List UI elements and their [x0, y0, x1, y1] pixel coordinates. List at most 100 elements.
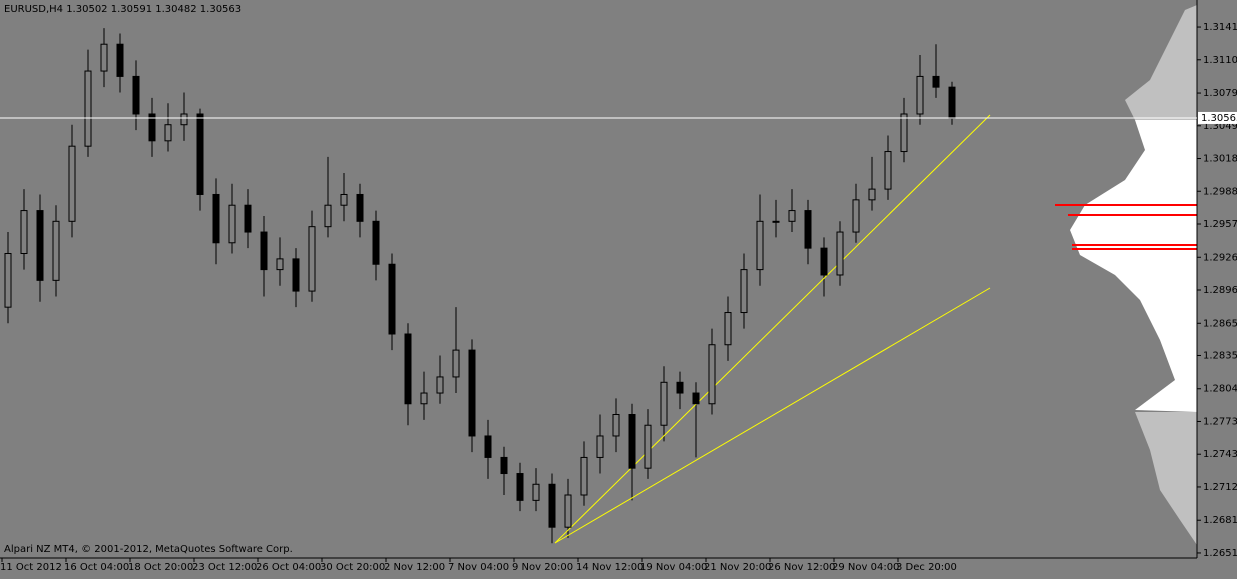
candle-body — [468, 349, 476, 437]
candle-body — [372, 220, 380, 265]
candle-body — [548, 483, 556, 528]
x-tick-label: 26 Oct 04:00 — [256, 562, 321, 573]
candle-body — [436, 376, 444, 394]
x-tick-label: 14 Nov 12:00 — [576, 562, 643, 573]
candle-body — [452, 349, 460, 378]
x-tick-label: 3 Dec 20:00 — [896, 562, 957, 573]
candle-body — [148, 113, 156, 142]
x-tick-label: 7 Nov 04:00 — [448, 562, 509, 573]
candle-body — [260, 231, 268, 271]
candle-body — [868, 188, 876, 201]
profile-upper — [1125, 5, 1197, 120]
candle-body — [84, 70, 92, 147]
candle-body — [36, 210, 44, 281]
candle-body — [180, 113, 188, 126]
candle-body — [644, 424, 652, 469]
candle-body — [68, 145, 76, 222]
candle-body — [756, 220, 764, 271]
trend-line — [554, 114, 991, 544]
candle-body — [212, 193, 220, 244]
candle-body — [804, 210, 812, 249]
candle-body — [388, 263, 396, 335]
candle-body — [564, 494, 572, 528]
candle-body — [52, 220, 60, 281]
chart-title: EURUSD,H4 1.30502 1.30591 1.30482 1.3056… — [4, 4, 241, 15]
candle-body — [164, 124, 172, 142]
y-tick-label: 1.30795 — [1203, 88, 1237, 99]
y-tick-label: 1.26510 — [1203, 548, 1237, 559]
y-tick-label: 1.31410 — [1203, 22, 1237, 33]
y-tick-label: 1.26815 — [1203, 515, 1237, 526]
candle-body — [420, 392, 428, 405]
x-tick-label: 23 Oct 12:00 — [192, 562, 257, 573]
candle-body — [932, 75, 940, 88]
candle-body — [692, 392, 700, 405]
y-tick-label: 1.30490 — [1203, 121, 1237, 132]
x-tick-label: 29 Nov 04:00 — [832, 562, 899, 573]
y-tick-label: 1.27430 — [1203, 449, 1237, 460]
candle-body — [340, 193, 348, 206]
candle-body — [404, 333, 412, 405]
candle-body — [500, 456, 508, 475]
x-tick-label: 11 Oct 2012 — [0, 562, 62, 573]
candle-body — [772, 220, 780, 223]
candle-body — [356, 193, 364, 222]
candle-body — [612, 414, 620, 437]
last-price-label: 1.30563 — [1201, 113, 1237, 124]
y-tick-label: 1.31105 — [1203, 55, 1237, 66]
x-tick-label: 26 Nov 12:00 — [768, 562, 835, 573]
candle-body — [916, 75, 924, 115]
candle-body — [116, 43, 124, 77]
y-tick-label: 1.28350 — [1203, 350, 1237, 361]
footer: Alpari NZ MT4, © 2001-2012, MetaQuotes S… — [4, 544, 293, 555]
candle-body — [628, 414, 636, 469]
candle-body — [276, 258, 284, 271]
x-tick-label: 18 Oct 20:00 — [128, 562, 193, 573]
candle-body — [100, 43, 108, 72]
candle-body — [580, 456, 588, 496]
candle-body — [852, 199, 860, 233]
y-tick-label: 1.27125 — [1203, 482, 1237, 493]
x-tick-label: 9 Nov 20:00 — [512, 562, 573, 573]
candle-body — [308, 226, 316, 292]
candle-body — [676, 381, 684, 394]
y-tick-label: 1.29575 — [1203, 219, 1237, 230]
candle-body — [20, 210, 28, 255]
y-tick-label: 1.29880 — [1203, 186, 1237, 197]
candle-body — [660, 381, 668, 426]
candle-body — [244, 204, 252, 233]
candle-body — [324, 204, 332, 228]
candle-body — [196, 113, 204, 195]
x-tick-label: 30 Oct 20:00 — [320, 562, 385, 573]
candle-body — [884, 151, 892, 190]
candle-body — [292, 258, 300, 292]
volume-profile — [1055, 5, 1197, 545]
candle-body — [836, 231, 844, 276]
candle-body — [596, 435, 604, 458]
candle-body — [900, 113, 908, 153]
candle-body — [788, 210, 796, 222]
candle-body — [740, 269, 748, 314]
candle-body — [132, 75, 140, 115]
candle-body — [228, 204, 236, 244]
x-tick-label: 2 Nov 12:00 — [384, 562, 445, 573]
x-tick-label: 16 Oct 04:00 — [64, 562, 129, 573]
x-tick-label: 19 Nov 04:00 — [640, 562, 707, 573]
y-tick-label: 1.28040 — [1203, 384, 1237, 395]
profile-lower — [1135, 412, 1197, 545]
candle-body — [516, 473, 524, 501]
profile-middle — [1070, 120, 1197, 412]
candle-body — [708, 344, 716, 405]
y-tick-label: 1.30185 — [1203, 154, 1237, 165]
candle-body — [948, 86, 956, 119]
candle-body — [820, 247, 828, 276]
trend-line — [554, 287, 991, 544]
candle-body — [4, 253, 12, 308]
candle-body — [724, 312, 732, 346]
y-tick-label: 1.28650 — [1203, 318, 1237, 329]
last-price-box — [1198, 111, 1237, 124]
y-tick-label: 1.29265 — [1203, 252, 1237, 263]
candle-body — [484, 435, 492, 458]
